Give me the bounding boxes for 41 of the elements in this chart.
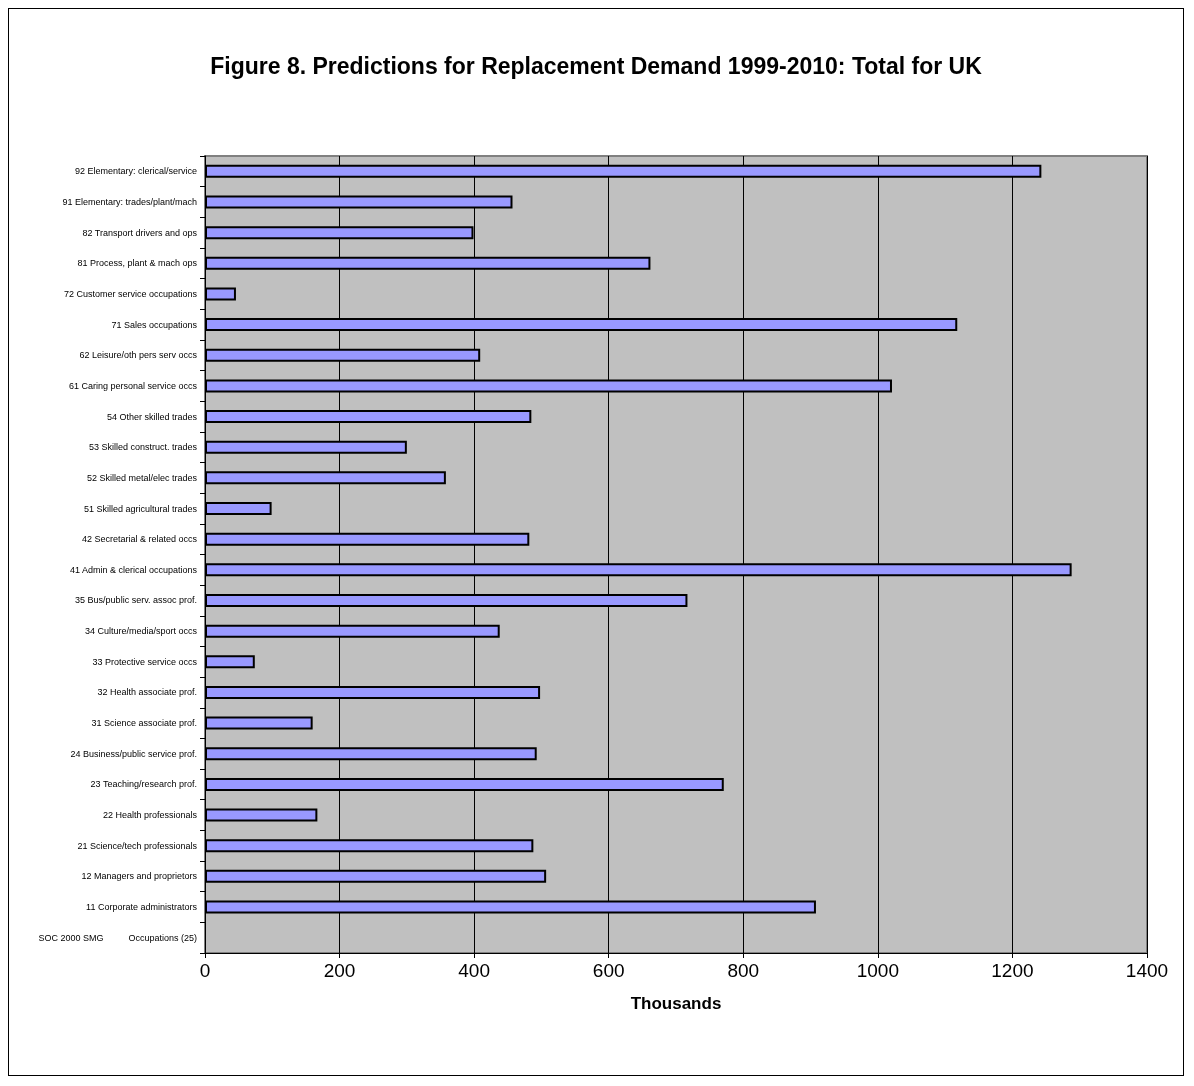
y-tick-label: 61 Caring personal service occs (68, 380, 198, 391)
y-tick-label: 42 Secretarial & related occs (81, 534, 198, 545)
bar (205, 808, 318, 822)
y-tick-label: 24 Business/public service prof. (70, 748, 197, 759)
x-tick-label: 1400 (1125, 960, 1169, 981)
y-tick-label: 33 Protective service occs (92, 656, 198, 667)
bar (205, 287, 236, 301)
y-tick-label: 51 Skilled agricultural trades (83, 503, 198, 514)
x-tick-label: 800 (727, 960, 760, 981)
x-tick-label: 1000 (856, 960, 899, 981)
y-tick-label: 53 Skilled construct. trades (88, 442, 198, 453)
y-tick-label: 31 Science associate prof. (91, 718, 197, 729)
y-tick-label: 21 Science/tech professionals (77, 840, 198, 851)
x-tick-label: 400 (458, 960, 490, 981)
y-tick-label: SOC 2000 SMG Occupations (25) (38, 932, 197, 943)
chart-title: Figure 8. Predictions for Replacement Demand 1999-2010: Total for UK (210, 53, 983, 79)
y-tick-label: 11 Corporate administrators (86, 902, 198, 913)
bar (205, 502, 272, 516)
y-tick-label: 71 Sales occupations (111, 319, 198, 330)
y-tick-label: 82 Transport drivers and ops (82, 227, 198, 238)
x-axis-title: Thousands (630, 994, 722, 1013)
y-tick-label: 23 Teaching/research prof. (90, 779, 197, 790)
y-tick-label: 62 Leisure/oth pers serv occs (79, 350, 198, 361)
y-tick-label: 22 Health professionals (102, 810, 198, 821)
x-tick-label: 1200 (991, 960, 1034, 981)
y-tick-label: 72 Customer service occupations (63, 288, 198, 299)
y-tick-label: 32 Health associate prof. (97, 687, 197, 698)
y-tick-label: 12 Managers and proprietors (81, 871, 198, 882)
x-tick-label: 200 (323, 960, 356, 981)
bar (205, 655, 255, 669)
y-tick-label: 81 Process, plant & mach ops (77, 258, 198, 269)
y-tick-label: 34 Culture/media/sport occs (84, 626, 198, 637)
y-tick-label: 41 Admin & clerical occupations (69, 564, 198, 575)
bar (205, 716, 313, 730)
y-tick-label: 52 Skilled metal/elec trades (86, 472, 198, 483)
y-tick-label: 91 Elementary: trades/plant/mach (62, 196, 197, 207)
x-tick-label: 600 (592, 960, 625, 981)
y-tick-label: 35 Bus/public serv. assoc prof. (75, 595, 197, 606)
y-tick-label: 54 Other skilled trades (106, 411, 198, 422)
x-tick-label: 0 (199, 960, 211, 981)
y-tick-label: 92 Elementary: clerical/service (74, 166, 197, 177)
